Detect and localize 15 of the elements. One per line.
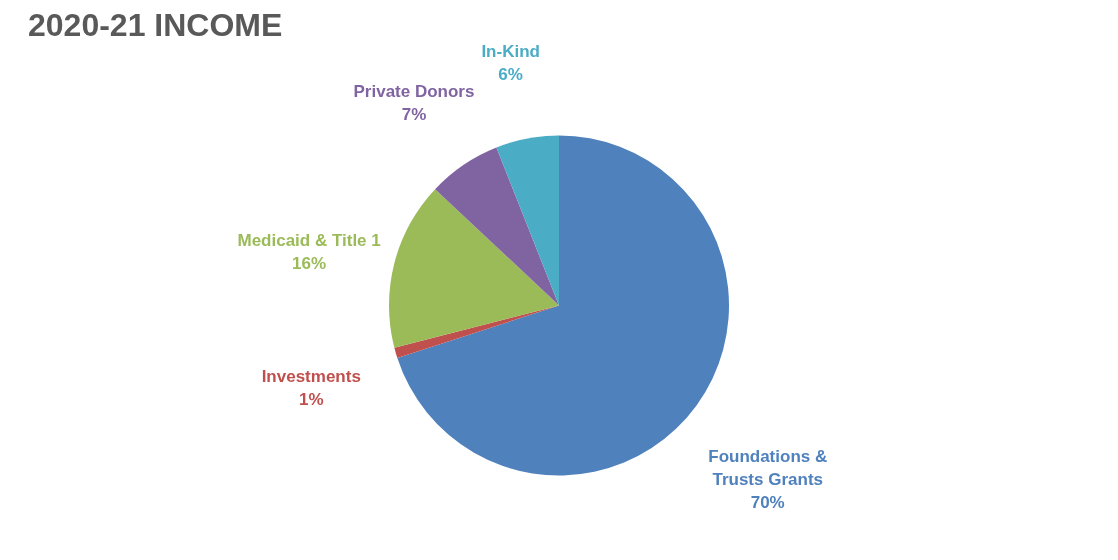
pie-slice: [496, 135, 559, 306]
slice-label: Medicaid & Title 1: [237, 231, 381, 251]
slice-label: Investments: [261, 367, 361, 387]
slice-label: Foundations & Trusts Grants: [708, 447, 828, 490]
pie-slice: [435, 147, 559, 306]
pie-slice: [394, 305, 559, 359]
data-label: 16%: [292, 254, 327, 274]
data-label: 1%: [298, 390, 324, 410]
slice-label: Private Donors: [353, 82, 475, 102]
data-label: 7%: [401, 105, 427, 125]
slice-label: In-Kind: [481, 42, 540, 62]
data-label: 70%: [750, 493, 785, 513]
pie-slice: [389, 189, 559, 348]
data-label: 6%: [498, 65, 523, 85]
chart-title: 2020-21 INCOME: [28, 7, 283, 44]
